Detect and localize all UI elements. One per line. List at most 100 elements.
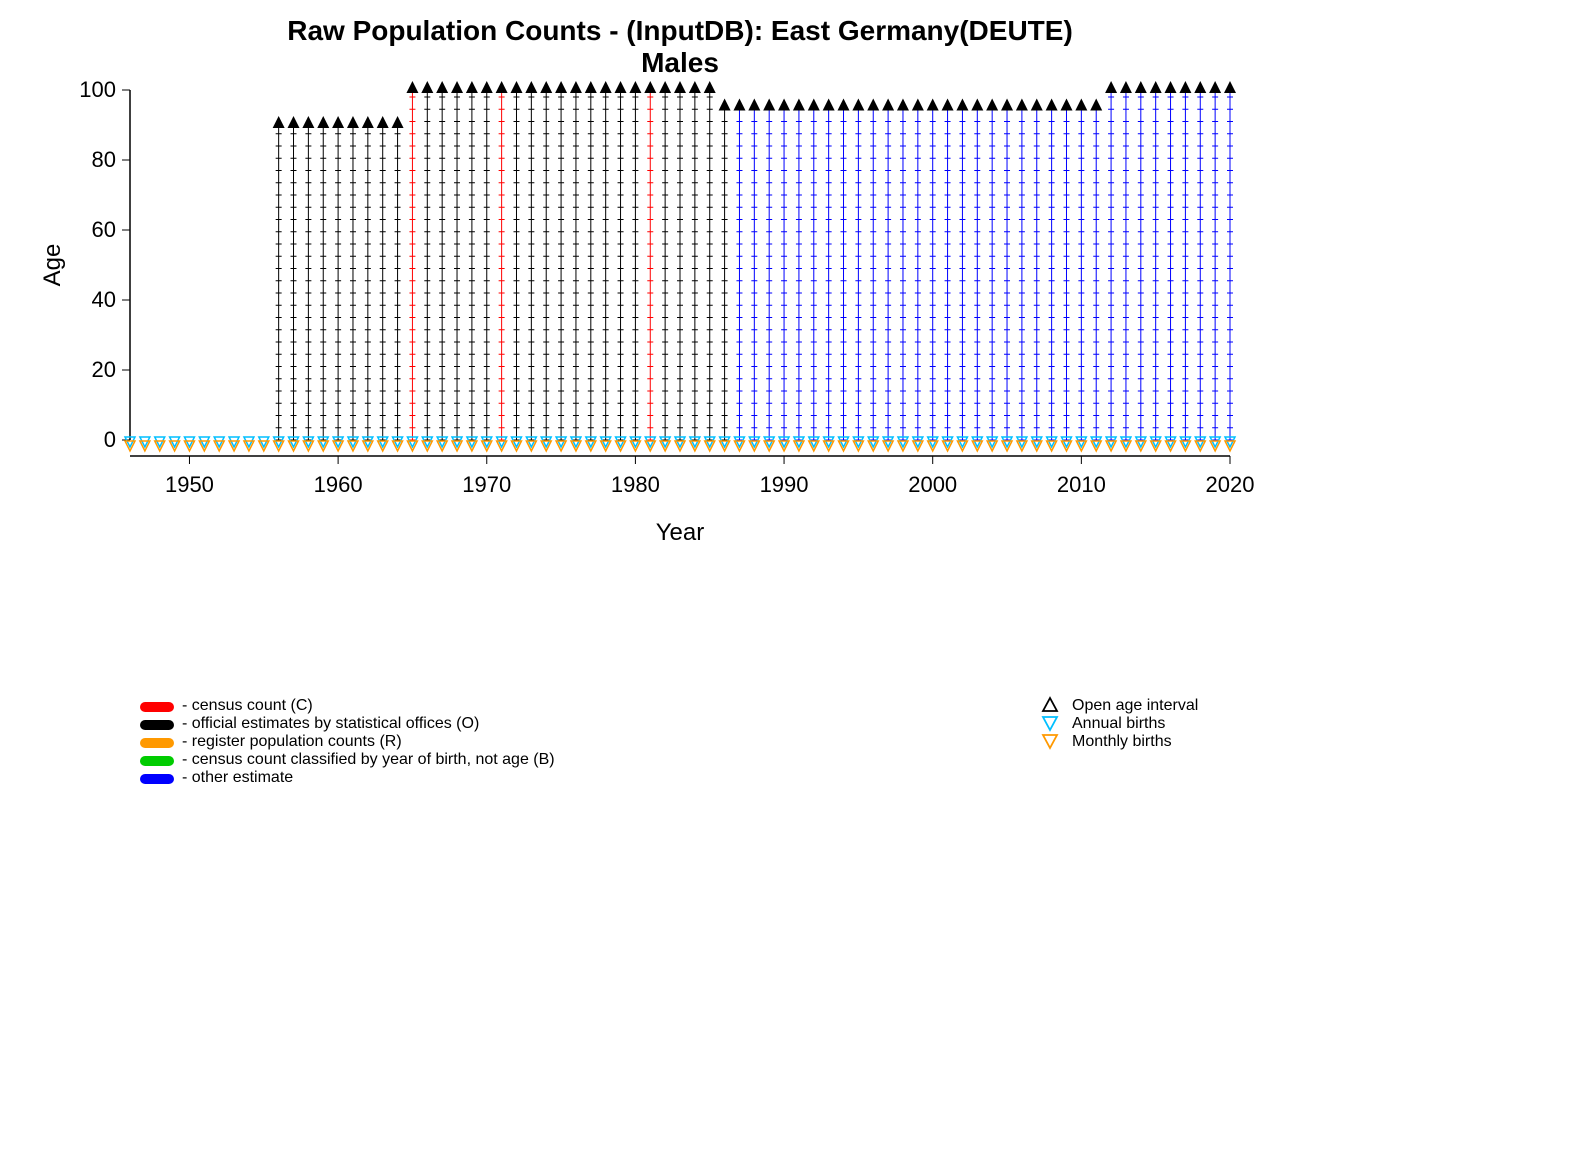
legend-label: Annual births: [1072, 715, 1165, 732]
chart-container: Raw Population Counts - (InputDB): East …: [0, 0, 1584, 1152]
open-age-marker-icon: [570, 81, 582, 93]
open-age-marker-icon: [481, 81, 493, 93]
open-age-marker-icon: [273, 116, 285, 128]
open-age-marker-icon: [1046, 99, 1058, 111]
open-age-marker-icon: [942, 99, 954, 111]
open-age-marker-icon: [392, 116, 404, 128]
legend-swatch: [140, 774, 174, 784]
open-age-marker-icon: [302, 116, 314, 128]
open-age-marker-icon: [986, 99, 998, 111]
open-age-marker-icon: [466, 81, 478, 93]
open-age-marker-icon: [347, 116, 359, 128]
open-age-marker-icon: [808, 99, 820, 111]
legend-label: - official estimates by statistical offi…: [182, 715, 479, 732]
open-age-marker-icon: [288, 116, 300, 128]
chart-title-line1: Raw Population Counts - (InputDB): East …: [287, 15, 1073, 46]
y-tick-label: 60: [92, 217, 116, 242]
open-age-marker-icon: [1224, 81, 1236, 93]
open-age-marker-icon: [600, 81, 612, 93]
open-age-marker-icon: [629, 81, 641, 93]
open-age-marker-icon: [793, 99, 805, 111]
open-age-marker-icon: [1001, 99, 1013, 111]
open-age-marker-icon: [406, 81, 418, 93]
open-age-marker-icon: [496, 81, 508, 93]
open-age-marker-icon: [1209, 81, 1221, 93]
open-age-marker-icon: [674, 81, 686, 93]
legend-label: Monthly births: [1072, 733, 1172, 750]
legend-label: - census count (C): [182, 697, 313, 714]
open-age-marker-icon: [525, 81, 537, 93]
open-age-marker-icon: [362, 116, 374, 128]
open-age-marker-icon: [1060, 99, 1072, 111]
x-tick-label: 2020: [1206, 472, 1255, 497]
open-age-marker-icon: [719, 99, 731, 111]
open-age-marker-icon: [659, 81, 671, 93]
open-age-marker-icon: [510, 81, 522, 93]
open-age-marker-icon: [778, 99, 790, 111]
open-age-marker-icon: [1135, 81, 1147, 93]
y-tick-label: 100: [79, 77, 116, 102]
open-age-marker-icon: [1120, 81, 1132, 93]
open-age-marker-icon: [421, 81, 433, 93]
open-age-marker-icon: [748, 99, 760, 111]
open-age-marker-icon: [912, 99, 924, 111]
open-age-marker-icon: [1150, 81, 1162, 93]
open-age-marker-icon: [1194, 81, 1206, 93]
open-age-marker-icon: [882, 99, 894, 111]
legend-symbol-triangle-down-icon: [1043, 735, 1057, 748]
open-age-marker-icon: [436, 81, 448, 93]
open-age-marker-icon: [838, 99, 850, 111]
open-age-marker-icon: [867, 99, 879, 111]
open-age-marker-icon: [644, 81, 656, 93]
chart-title-line2: Males: [641, 47, 719, 78]
open-age-marker-icon: [704, 81, 716, 93]
y-tick-label: 20: [92, 357, 116, 382]
chart-svg: Raw Population Counts - (InputDB): East …: [0, 0, 1584, 1152]
open-age-marker-icon: [451, 81, 463, 93]
open-age-marker-icon: [689, 81, 701, 93]
legend-label: - census count classified by year of bir…: [182, 751, 555, 768]
open-age-marker-icon: [971, 99, 983, 111]
open-age-marker-icon: [377, 116, 389, 128]
open-age-marker-icon: [1075, 99, 1087, 111]
open-age-marker-icon: [733, 99, 745, 111]
open-age-marker-icon: [615, 81, 627, 93]
legend-label: - other estimate: [182, 769, 293, 786]
open-age-marker-icon: [332, 116, 344, 128]
open-age-marker-icon: [1165, 81, 1177, 93]
y-tick-label: 0: [104, 427, 116, 452]
open-age-marker-icon: [585, 81, 597, 93]
x-tick-label: 1960: [314, 472, 363, 497]
legend-swatch: [140, 720, 174, 730]
open-age-marker-icon: [823, 99, 835, 111]
open-age-marker-icon: [317, 116, 329, 128]
y-tick-label: 40: [92, 287, 116, 312]
open-age-marker-icon: [1179, 81, 1191, 93]
open-age-marker-icon: [852, 99, 864, 111]
x-tick-label: 1990: [760, 472, 809, 497]
x-tick-label: 2010: [1057, 472, 1106, 497]
x-tick-label: 1950: [165, 472, 214, 497]
legend-swatch: [140, 756, 174, 766]
legend-label: Open age interval: [1072, 697, 1198, 714]
x-tick-label: 2000: [908, 472, 957, 497]
legend-symbol-triangle-up-icon: [1043, 698, 1057, 711]
open-age-marker-icon: [956, 99, 968, 111]
open-age-marker-icon: [540, 81, 552, 93]
open-age-marker-icon: [763, 99, 775, 111]
open-age-marker-icon: [897, 99, 909, 111]
legend-swatch: [140, 702, 174, 712]
open-age-marker-icon: [1031, 99, 1043, 111]
open-age-marker-icon: [1016, 99, 1028, 111]
x-tick-label: 1970: [462, 472, 511, 497]
legend-label: - register population counts (R): [182, 733, 402, 750]
y-axis-label: Age: [39, 244, 66, 287]
legend-symbol-triangle-down-icon: [1043, 717, 1057, 730]
x-axis-label: Year: [656, 519, 705, 546]
open-age-marker-icon: [555, 81, 567, 93]
open-age-marker-icon: [1105, 81, 1117, 93]
legend-swatch: [140, 738, 174, 748]
open-age-marker-icon: [927, 99, 939, 111]
y-tick-label: 80: [92, 147, 116, 172]
x-tick-label: 1980: [611, 472, 660, 497]
